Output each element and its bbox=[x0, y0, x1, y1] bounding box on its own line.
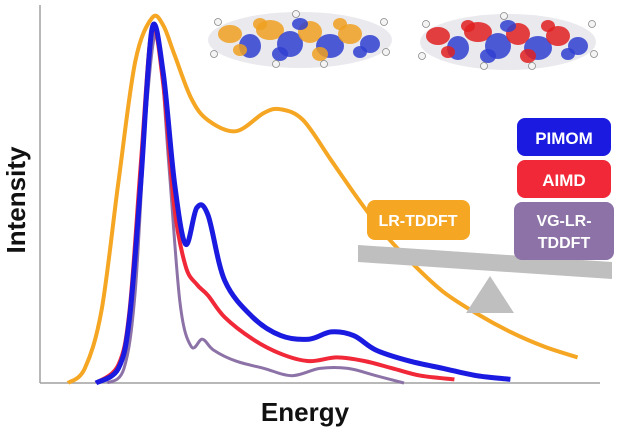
y-axis-title: Intensity bbox=[1, 146, 31, 253]
hydrogen-atom bbox=[590, 50, 598, 58]
hydrogen-atom bbox=[320, 60, 328, 68]
orbital-lobe bbox=[312, 47, 328, 61]
hydrogen-atom bbox=[382, 48, 390, 56]
hydrogen-atom bbox=[272, 60, 280, 68]
svg-text:VG-LR-: VG-LR- bbox=[536, 213, 591, 230]
svg-text:TDDFT: TDDFT bbox=[538, 235, 591, 252]
series-line-vg-lr-tddft bbox=[106, 29, 405, 385]
orbital-lobe bbox=[338, 24, 362, 44]
hydrogen-atom bbox=[214, 18, 222, 26]
balance-beam bbox=[358, 245, 612, 279]
pimom-box: PIMOM bbox=[517, 118, 611, 156]
aimd-box: AIMD bbox=[517, 160, 611, 198]
svg-text:LR-TDDFT: LR-TDDFT bbox=[378, 213, 457, 230]
hydrogen-atom bbox=[588, 20, 596, 28]
orbital-lobe bbox=[500, 20, 516, 32]
hydrogen-atom bbox=[210, 50, 218, 58]
orbital-lobe bbox=[541, 20, 555, 32]
orbital-lobe bbox=[441, 46, 455, 58]
orbital-lobe bbox=[292, 18, 308, 30]
hydrogen-atom bbox=[418, 52, 426, 60]
orbital-lobe bbox=[461, 20, 475, 32]
orbital-lobe bbox=[546, 26, 570, 46]
orbital-lobe bbox=[233, 44, 247, 56]
balance-fulcrum bbox=[466, 276, 514, 313]
hydrogen-atom bbox=[292, 10, 300, 18]
orbital-lobe bbox=[218, 25, 242, 43]
orbital-lobe bbox=[520, 49, 536, 63]
orbital-lobe bbox=[253, 18, 267, 30]
orbital-lobe bbox=[353, 46, 367, 58]
svg-text:PIMOM: PIMOM bbox=[535, 129, 593, 148]
orbital-lobe bbox=[561, 48, 575, 60]
orbital-lobe bbox=[272, 47, 288, 61]
series-line-lr-tddft bbox=[66, 13, 579, 385]
x-axis-title: Energy bbox=[261, 397, 350, 427]
orbital-lobe bbox=[333, 18, 347, 30]
molecule-orbital-right bbox=[418, 12, 598, 70]
molecule-orbital-left bbox=[208, 10, 392, 68]
series-line-pimom bbox=[94, 21, 511, 386]
hydrogen-atom bbox=[528, 62, 536, 70]
svg-text:AIMD: AIMD bbox=[542, 171, 585, 190]
hydrogen-atom bbox=[480, 62, 488, 70]
hydrogen-atom bbox=[422, 20, 430, 28]
orbital-lobe bbox=[480, 49, 496, 63]
lr-tddft-box: LR-TDDFT bbox=[367, 200, 470, 240]
orbital-lobe bbox=[426, 27, 450, 45]
vg-lr-tddft-box: VG-LR- TDDFT bbox=[514, 202, 614, 260]
hydrogen-atom bbox=[500, 12, 508, 20]
hydrogen-atom bbox=[380, 18, 388, 26]
